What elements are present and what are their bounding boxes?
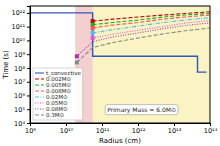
plot-frame [30,6,210,123]
legend-swatch [35,114,44,115]
x-axis-title: Radius (cm) [99,137,141,145]
y-tick: 10¹² [12,9,30,17]
y-tick-label: 10⁹ [14,51,25,59]
legend-box [33,68,83,120]
x-tick-label: 10¹⁰ [60,127,74,135]
x-tick: 10¹³ [168,123,182,135]
y-tick: 10⁸ [14,65,30,73]
series-line [93,15,210,28]
legend-swatch [35,84,44,85]
x-tick-mark [210,123,211,126]
annotation: Primary Mass = 6.0M⊙ [105,105,178,115]
y-tick: 10⁴ [14,120,30,128]
x-tick-mark [174,123,175,126]
y-axis-title: Time (s) [2,50,10,80]
y-tick-label: 10¹² [12,9,26,17]
legend-swatch [35,90,44,91]
y-tick-mark [27,13,30,14]
y-axis: 10⁴ 10⁵ 10⁶ 10⁷ 10⁸ 10⁹ 10¹⁰ 10¹¹ 10¹² [12,7,31,128]
series-line [93,18,210,33]
marker [91,31,95,35]
y-tick-label: 10⁴ [14,120,25,128]
annotation-text: Primary Mass = 6.0M⊙ [107,106,176,114]
annotation-box [105,105,178,115]
y-tick: 10⁷ [14,78,30,86]
series-line [93,14,210,25]
shaded-region [93,6,210,123]
y-tick-mark [27,68,30,69]
legend-swatch [35,102,44,103]
plot-area: 10⁹10¹⁰10¹¹10¹²10¹³10¹⁴10⁴10⁵10⁶10⁷10⁸10… [2,6,218,145]
y-axis-line [27,7,31,124]
x-tick: 10¹⁴ [204,123,218,135]
y-tick-label: 10⁵ [14,106,25,114]
y-tick-label: 10¹⁰ [12,37,26,45]
legend-swatch [35,72,44,73]
marker [91,19,95,23]
legend-swatch [35,78,44,79]
legend-swatch [35,108,44,109]
x-tick: 10¹⁰ [60,123,74,135]
y-tick-mark [27,123,30,124]
y-tick: 10⁵ [14,106,30,114]
y-tick-mark [27,40,30,41]
marker [91,26,95,30]
marker [75,54,79,58]
legend-items: t_convective0.002M⊙0.005M⊙0.008M⊙0.02M⊙0… [35,70,81,118]
legend-item: 0.3M⊙ [35,112,64,118]
y-tick-mark [27,27,30,28]
x-axis: 10⁹ 10¹⁰ 10¹¹ 10¹² 10¹³ 10¹⁴ [25,123,218,135]
x-tick-label: 10¹² [132,127,146,135]
y-tick: 10¹¹ [12,23,30,31]
y-tick-label: 10¹¹ [12,23,26,31]
y-tick-label: 10⁸ [14,65,25,73]
x-tick-mark [138,123,139,126]
chart: 10⁹10¹⁰10¹¹10¹²10¹³10¹⁴10⁴10⁵10⁶10⁷10⁸10… [0,0,220,146]
x-tick-label: 10⁹ [25,127,36,135]
x-tick: 10⁹ [25,123,36,135]
y-tick-label: 10⁶ [14,92,25,100]
x-axis-line [31,124,211,127]
x-tick-label: 10¹⁴ [204,127,218,135]
legend-swatch [35,96,44,97]
y-tick: 10⁶ [14,92,30,100]
x-tick: 10¹² [132,123,146,135]
y-tick: 10¹⁰ [12,37,30,45]
series-line [77,23,210,56]
y-tick-label: 10⁷ [14,78,25,86]
series-line [77,28,210,62]
x-tick-mark [66,123,67,126]
marks [30,6,210,123]
x-tick: 10¹¹ [96,123,110,135]
legend-label: 0.3M⊙ [46,112,64,118]
x-tick-mark [102,123,103,126]
y-tick-mark [27,54,30,55]
y-tick-mark [27,109,30,110]
x-tick-label: 10¹¹ [96,127,110,135]
legend: t_convective0.002M⊙0.005M⊙0.008M⊙0.02M⊙0… [33,68,83,120]
marker [75,60,79,64]
y-tick: 10⁹ [14,51,30,59]
series-line [93,12,210,21]
y-tick-mark [27,95,30,96]
y-tick-mark [27,82,30,83]
x-tick-label: 10¹³ [168,127,182,135]
marker [91,36,95,40]
